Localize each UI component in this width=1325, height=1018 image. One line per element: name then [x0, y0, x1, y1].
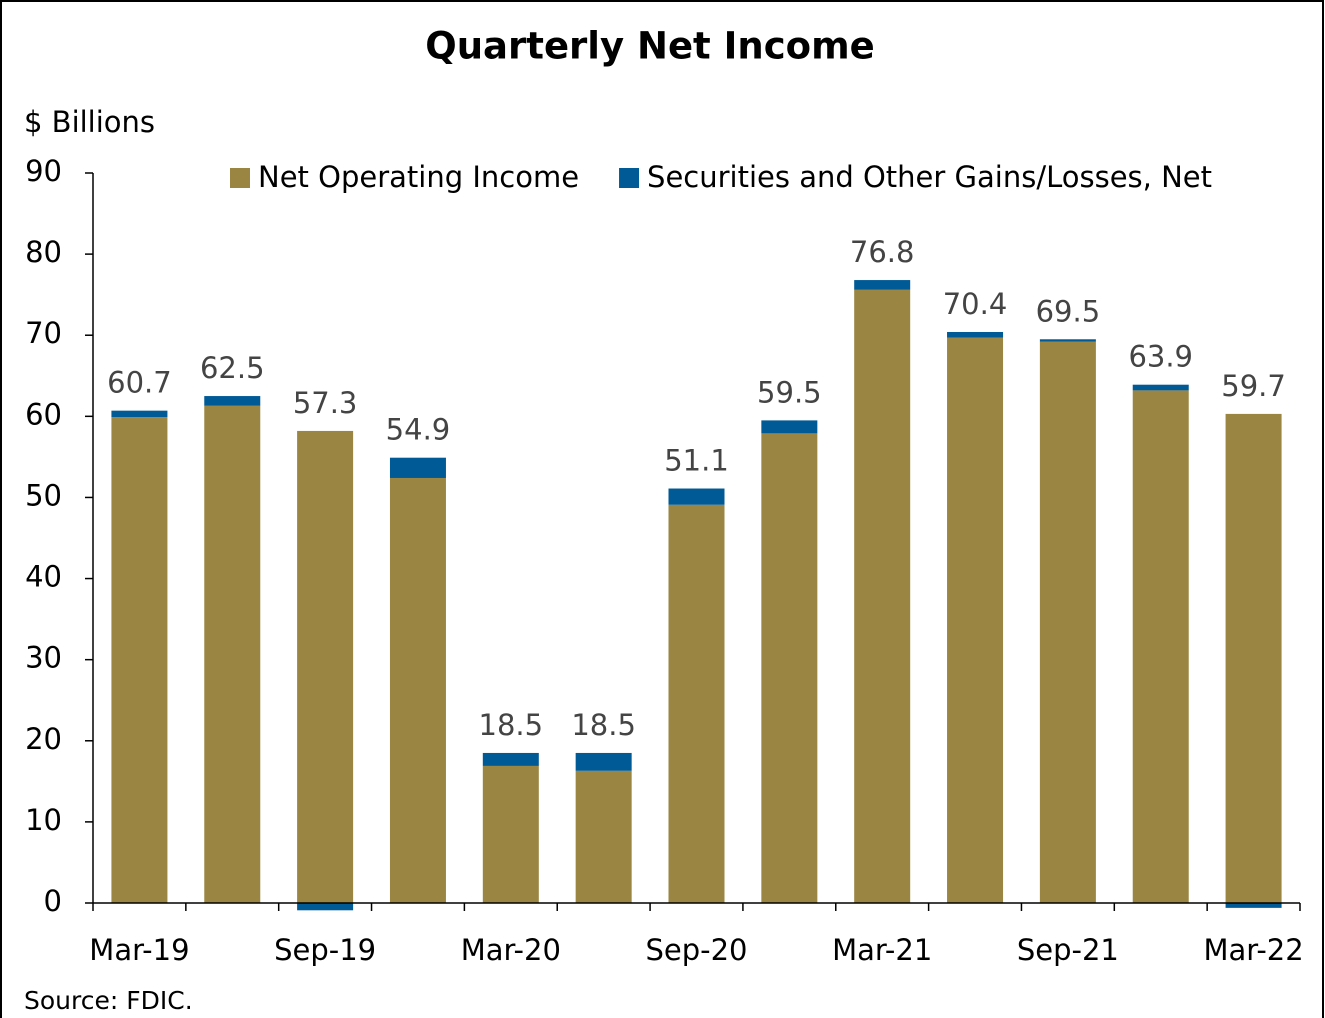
- bar-segment: [947, 337, 1004, 904]
- bar-segment: [1039, 341, 1096, 903]
- y-tick-label: 30: [25, 641, 62, 675]
- x-tick-label: Mar-22: [1203, 933, 1303, 967]
- bar-segment: [854, 280, 911, 290]
- y-tick-label: 80: [25, 235, 62, 269]
- data-label: 18.5: [479, 708, 544, 742]
- legend-swatch: [230, 168, 250, 188]
- bar-segment: [482, 765, 539, 903]
- data-label: 59.7: [1221, 369, 1286, 403]
- bar-segment: [1132, 384, 1189, 391]
- bar-segment: [761, 420, 818, 434]
- x-tick-label: Mar-21: [832, 933, 932, 967]
- legend-swatch: [619, 168, 640, 188]
- y-tick-label: 60: [25, 397, 62, 431]
- bar-segment: [111, 417, 168, 903]
- bar-segment: [947, 331, 1004, 338]
- bar-segment: [204, 405, 261, 903]
- y-tick-label: 10: [25, 803, 62, 837]
- data-label: 59.5: [757, 375, 822, 409]
- data-label: 18.5: [571, 708, 636, 742]
- x-tick-label: Sep-21: [1017, 933, 1119, 967]
- bar-segment: [668, 504, 725, 903]
- y-tick-label: 90: [25, 154, 62, 188]
- y-tick-label: 50: [25, 478, 62, 512]
- bar-segment: [1132, 390, 1189, 903]
- bar-segment: [111, 410, 168, 418]
- bar-segment: [1225, 413, 1282, 903]
- x-tick-label: Mar-20: [461, 933, 561, 967]
- data-label: 63.9: [1128, 340, 1193, 374]
- data-label: 60.7: [107, 366, 172, 400]
- data-label: 51.1: [664, 444, 729, 478]
- data-label: 62.5: [200, 351, 265, 385]
- bar-segment: [297, 903, 354, 911]
- bar-segment: [389, 457, 446, 478]
- y-axis-label: $ Billions: [24, 105, 155, 139]
- bar-segment: [297, 430, 354, 903]
- chart-title: Quarterly Net Income: [425, 25, 874, 68]
- y-tick-label: 70: [25, 316, 62, 350]
- x-tick-label: Sep-19: [274, 933, 376, 967]
- bar-segment: [204, 396, 261, 406]
- x-tick-label: Sep-20: [645, 933, 747, 967]
- data-label: 70.4: [943, 287, 1008, 321]
- legend-label: Securities and Other Gains/Losses, Net: [647, 160, 1212, 194]
- bar-segment: [389, 477, 446, 903]
- bar-segment: [575, 752, 632, 771]
- bar-segment: [482, 752, 539, 766]
- data-label: 54.9: [386, 413, 451, 447]
- bar-segment: [1039, 339, 1096, 342]
- x-tick-label: Mar-19: [89, 933, 189, 967]
- bar-segment: [761, 433, 818, 903]
- y-tick-label: 40: [25, 560, 62, 594]
- data-label: 76.8: [850, 235, 915, 269]
- y-tick-label: 0: [44, 884, 62, 918]
- bar-segment: [1225, 903, 1282, 908]
- data-label: 69.5: [1036, 294, 1101, 328]
- legend-label: Net Operating Income: [258, 160, 579, 194]
- data-label: 57.3: [293, 386, 358, 420]
- bar-segment: [575, 770, 632, 903]
- source: Source: FDIC.: [24, 986, 193, 1015]
- y-tick-label: 20: [25, 722, 62, 756]
- bar-segment: [668, 488, 725, 505]
- bar-segment: [854, 289, 911, 903]
